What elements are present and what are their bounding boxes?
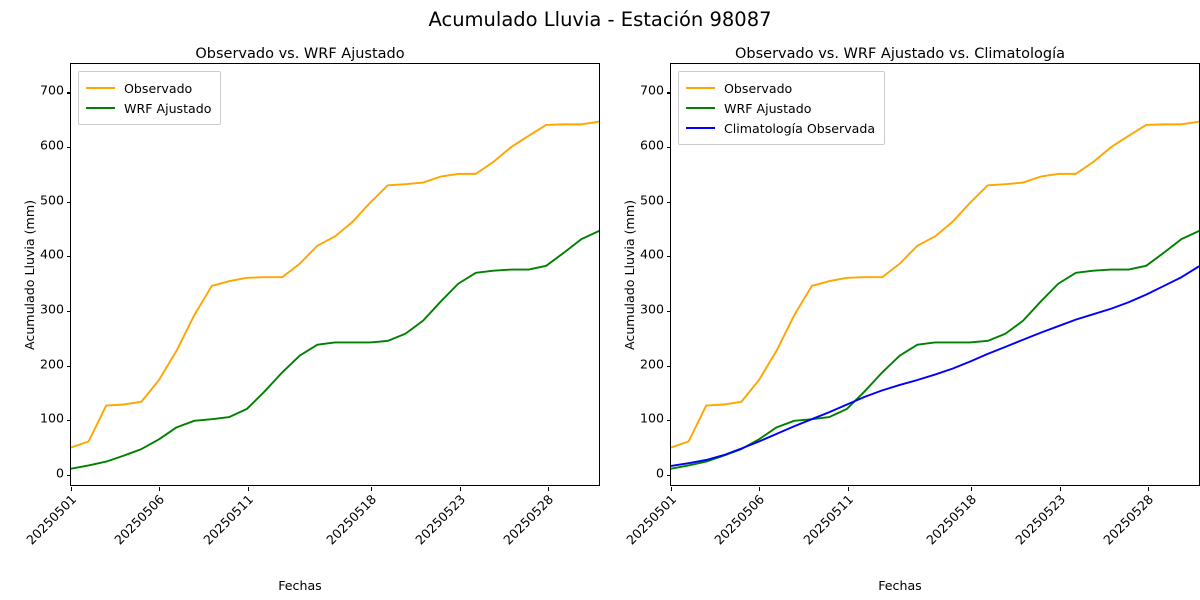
x-tick-label: 20250501 <box>623 491 680 548</box>
subplot-left-ylabel: Acumulado Lluvia (mm) <box>22 199 37 350</box>
series-line-wrf-ajustado <box>71 231 599 469</box>
y-tick-mark <box>67 311 71 313</box>
subplot-right-xlabel: Fechas <box>878 578 922 593</box>
x-tick-mark <box>759 487 761 491</box>
legend-color-swatch <box>86 107 115 109</box>
series-line-observado <box>71 122 599 448</box>
y-tick-label: 100 <box>39 411 64 427</box>
legend-entry[interactable]: Observado <box>686 78 875 98</box>
x-tick-label: 20250506 <box>111 491 168 548</box>
subplot-right-title: Observado vs. WRF Ajustado vs. Climatolo… <box>735 46 1065 62</box>
subplot-left-legend[interactable]: Observado WRF Ajustado <box>78 71 222 125</box>
legend-label: Observado <box>724 80 793 96</box>
x-tick-label: 20250528 <box>1100 491 1157 548</box>
y-tick-mark <box>667 92 671 94</box>
y-tick-label: 0 <box>55 465 64 481</box>
subplot-right-legend[interactable]: Observado WRF Ajustado Climatología Observ… <box>678 71 886 145</box>
y-tick-mark <box>67 147 71 149</box>
y-tick-label: 200 <box>39 356 64 372</box>
y-tick-label: 400 <box>39 247 64 263</box>
legend-entry[interactable]: WRF Ajustado <box>686 98 875 118</box>
x-tick-label: 20250518 <box>923 491 980 548</box>
x-tick-label: 20250506 <box>711 491 768 548</box>
x-tick-mark <box>847 487 849 491</box>
y-tick-label: 700 <box>639 83 664 99</box>
legend-color-swatch <box>686 107 715 109</box>
x-tick-mark <box>459 487 461 491</box>
legend-entry[interactable]: WRF Ajustado <box>86 98 211 118</box>
legend-color-swatch <box>86 87 115 89</box>
y-tick-label: 500 <box>39 192 64 208</box>
subplot-left-plot-area <box>67 63 600 491</box>
y-tick-mark <box>667 420 671 422</box>
x-tick-label: 20250523 <box>1011 491 1068 548</box>
legend-color-swatch <box>686 127 715 129</box>
x-tick-mark <box>159 487 161 491</box>
y-tick-label: 100 <box>639 411 664 427</box>
subplot-left-title: Observado vs. WRF Ajustado <box>195 46 405 62</box>
x-tick-label: 20250528 <box>500 491 557 548</box>
y-tick-label: 600 <box>39 137 64 153</box>
x-tick-mark <box>247 487 249 491</box>
x-tick-mark <box>371 487 373 491</box>
x-tick-label: 20250511 <box>799 491 856 548</box>
legend-label: Climatología Observada <box>724 120 876 136</box>
y-tick-label: 0 <box>655 465 664 481</box>
line-chart-svg <box>71 64 599 485</box>
y-tick-mark <box>667 147 671 149</box>
subplot-left: Observado vs. WRF Ajustado Fechas 0 100 20… <box>22 46 600 593</box>
x-tick-label: 20250511 <box>199 491 256 548</box>
y-tick-mark <box>67 201 71 203</box>
y-tick-label: 400 <box>639 247 664 263</box>
y-tick-label: 300 <box>39 301 64 317</box>
legend-label: WRF Ajustado <box>124 100 212 116</box>
x-tick-mark <box>548 487 550 491</box>
legend-label: WRF Ajustado <box>724 100 812 116</box>
line-chart-svg <box>671 64 1199 485</box>
subplot-right: Observado vs. WRF Ajustado vs. Climatolo… <box>600 0 1200 600</box>
x-tick-mark <box>971 487 973 491</box>
x-tick-mark <box>71 487 73 491</box>
y-tick-label: 200 <box>639 356 664 372</box>
x-tick-mark <box>1148 487 1150 491</box>
x-tick-label: 20250523 <box>411 491 468 548</box>
figure-suptitle: Acumulado Lluvia - Estación 98087 <box>428 8 772 31</box>
y-tick-mark <box>67 365 71 367</box>
y-tick-mark <box>667 311 671 313</box>
legend-entry[interactable]: Climatología Observada <box>686 118 875 138</box>
series-line-wrf-ajustado <box>671 231 1199 469</box>
x-tick-label: 20250518 <box>323 491 380 548</box>
series-line-observado <box>671 122 1199 448</box>
subplot-left-xlabel: Fechas <box>278 578 322 593</box>
y-tick-label: 300 <box>639 301 664 317</box>
y-tick-label: 500 <box>639 192 664 208</box>
y-tick-mark <box>67 474 71 477</box>
y-tick-mark <box>667 256 671 258</box>
x-tick-mark <box>1059 487 1061 491</box>
y-tick-label: 600 <box>639 137 664 153</box>
series-line-climatolog-a-observada <box>671 266 1199 466</box>
x-tick-mark <box>671 487 673 491</box>
y-tick-mark <box>67 92 71 94</box>
y-tick-label: 700 <box>39 83 64 99</box>
y-tick-mark <box>67 256 71 258</box>
subplot-right-ylabel: Acumulado Lluvia (mm) <box>622 199 637 350</box>
y-tick-mark <box>667 474 671 477</box>
y-tick-mark <box>667 365 671 367</box>
legend-color-swatch <box>686 87 715 89</box>
y-tick-mark <box>667 201 671 203</box>
y-tick-mark <box>67 420 71 422</box>
legend-label: Observado <box>124 80 193 96</box>
legend-entry[interactable]: Observado <box>86 78 211 98</box>
x-tick-label: 20250501 <box>23 491 80 548</box>
